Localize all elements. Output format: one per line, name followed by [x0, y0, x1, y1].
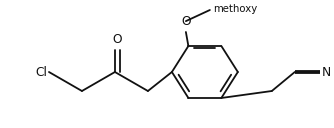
Text: N: N: [322, 66, 331, 78]
Text: methoxy: methoxy: [213, 4, 258, 14]
Text: Cl: Cl: [35, 66, 47, 78]
Text: O: O: [181, 14, 191, 28]
Text: O: O: [113, 33, 122, 46]
